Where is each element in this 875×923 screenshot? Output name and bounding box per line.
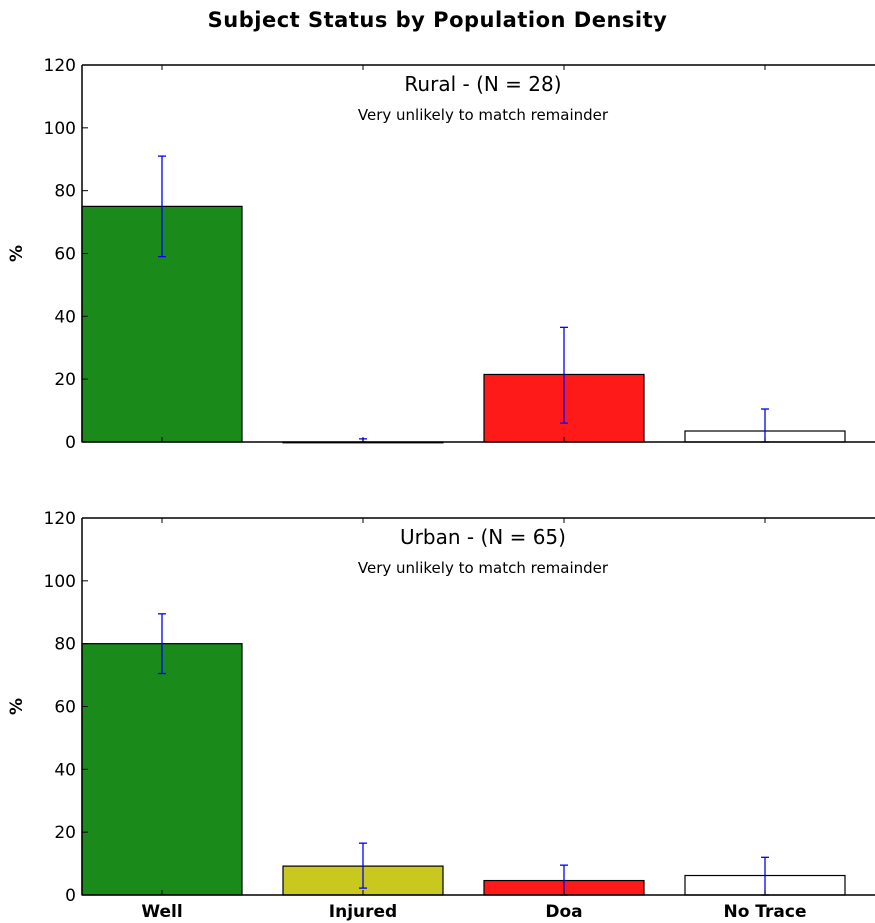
rural-ylabel: % — [7, 245, 27, 262]
urban-xtick-label: Doa — [545, 902, 582, 922]
rural-ytick-label: 60 — [54, 245, 76, 265]
urban-xtick-label: No Trace — [723, 902, 806, 922]
urban-ytick-label: 0 — [65, 886, 76, 906]
rural-ytick-label: 100 — [44, 119, 76, 139]
urban-panel-title: Urban - (N = 65) — [400, 525, 566, 549]
figure-title: Subject Status by Population Density — [207, 8, 668, 32]
urban-ytick-label: 20 — [54, 823, 76, 843]
urban-xtick-label: Well — [141, 902, 182, 922]
urban-ytick-label: 120 — [44, 509, 76, 529]
urban-ytick-label: 40 — [54, 760, 76, 780]
urban-ylabel: % — [7, 698, 27, 715]
rural-ytick-label: 120 — [44, 56, 76, 76]
urban-ytick-label: 60 — [54, 698, 76, 718]
urban-ytick-label: 100 — [44, 572, 76, 592]
rural-panel-title: Rural - (N = 28) — [404, 72, 561, 96]
rural-ytick-label: 80 — [54, 182, 76, 202]
urban-panel-subtitle: Very unlikely to match remainder — [358, 559, 609, 577]
rural-ytick-label: 40 — [54, 307, 76, 327]
rural-ytick-label: 0 — [65, 433, 76, 453]
urban-bar-well — [81, 643, 243, 896]
rural-ytick-label: 20 — [54, 370, 76, 390]
urban-ytick-label: 80 — [54, 635, 76, 655]
rural-panel-subtitle: Very unlikely to match remainder — [358, 106, 609, 124]
urban-xtick-label: Injured — [329, 902, 397, 922]
